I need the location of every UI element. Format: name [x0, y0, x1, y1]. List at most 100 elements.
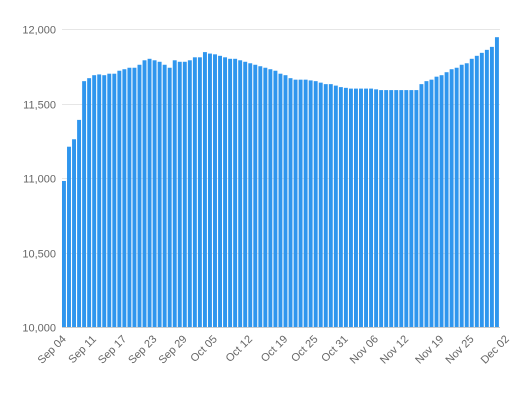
bar	[172, 60, 177, 327]
x-tick-label: Nov 19	[413, 333, 446, 366]
x-tick-label: Oct 12	[224, 333, 255, 364]
bar	[369, 88, 374, 327]
y-axis-ticks: 10,000 10,500 11,000 11,500 12,000	[22, 25, 56, 335]
bar	[248, 63, 253, 328]
bar	[313, 81, 318, 328]
x-tick-label: Nov 06	[348, 333, 381, 366]
x-tick-label: Dec 02	[479, 333, 510, 366]
bar	[127, 67, 132, 328]
bar	[374, 89, 379, 327]
bar	[449, 69, 454, 327]
bar	[293, 79, 298, 327]
bar	[359, 88, 363, 327]
x-tick-label: Oct 19	[259, 333, 290, 364]
bar	[379, 90, 384, 327]
bar	[479, 52, 484, 328]
bar	[152, 60, 157, 327]
bar	[157, 61, 162, 327]
bar	[288, 78, 293, 327]
bar	[228, 58, 233, 328]
bar	[409, 90, 414, 327]
bar	[298, 79, 303, 327]
y-tick-label: 11,000	[23, 174, 56, 186]
bar	[273, 70, 278, 327]
bar	[258, 66, 263, 327]
bar	[67, 146, 71, 327]
bar	[142, 60, 147, 327]
x-tick-label: Oct 25	[289, 333, 320, 364]
x-tick-label: Sep 23	[126, 333, 159, 366]
bar	[92, 75, 97, 327]
bars	[62, 37, 499, 328]
bar	[112, 73, 117, 327]
bar	[364, 88, 368, 327]
bar	[218, 55, 222, 327]
bar	[348, 88, 353, 327]
bar	[167, 67, 172, 328]
x-tick-label: Nov 25	[443, 333, 476, 366]
bar	[439, 75, 444, 327]
bar	[444, 72, 449, 328]
bar	[333, 85, 338, 328]
bar	[82, 81, 87, 328]
bar	[147, 58, 152, 328]
bar	[419, 84, 424, 327]
bar	[469, 58, 474, 328]
bar	[474, 55, 479, 327]
bar	[318, 82, 323, 327]
bar	[263, 67, 268, 328]
bar	[328, 84, 333, 327]
bar	[117, 70, 122, 327]
bar	[278, 73, 283, 327]
x-tick-label: Sep 11	[66, 333, 99, 366]
x-tick-label: Sep 04	[36, 333, 69, 366]
bar	[283, 75, 288, 327]
x-tick-label: Oct 05	[188, 333, 219, 364]
bar	[454, 67, 459, 328]
bar	[238, 60, 243, 327]
bar	[77, 119, 82, 327]
bar	[162, 64, 167, 327]
bar	[399, 90, 404, 327]
bar	[268, 69, 273, 327]
bar	[394, 90, 399, 327]
bar	[414, 90, 419, 327]
bar	[424, 81, 429, 328]
bar	[132, 67, 137, 328]
bar	[253, 64, 258, 327]
bar	[494, 37, 499, 327]
bar	[233, 58, 238, 328]
bar	[243, 61, 248, 327]
bar	[354, 88, 358, 327]
x-tick-label: Oct 31	[319, 333, 350, 364]
x-tick-label: Sep 17	[96, 333, 129, 366]
bar	[389, 90, 394, 327]
y-tick-label: 12,000	[22, 25, 56, 37]
bar	[102, 75, 107, 327]
bar	[384, 90, 389, 327]
bar	[464, 63, 469, 328]
bar	[177, 61, 182, 327]
bar	[87, 78, 92, 327]
bar	[343, 87, 348, 327]
bar	[187, 60, 192, 327]
bar	[404, 90, 409, 327]
bar	[323, 84, 328, 327]
x-tick-label: Sep 29	[156, 333, 189, 366]
y-tick-label: 11,500	[23, 100, 56, 112]
bar	[137, 64, 142, 327]
bar	[197, 57, 202, 328]
bar	[72, 139, 76, 327]
bar	[308, 80, 313, 327]
bar	[459, 64, 464, 327]
bar	[122, 69, 127, 327]
bar	[107, 73, 112, 327]
bar	[97, 74, 102, 327]
bar	[338, 87, 343, 327]
bar	[303, 79, 308, 327]
bar	[192, 57, 197, 328]
y-tick-label: 10,500	[22, 249, 56, 261]
y-tick-label: 10,000	[22, 323, 56, 335]
